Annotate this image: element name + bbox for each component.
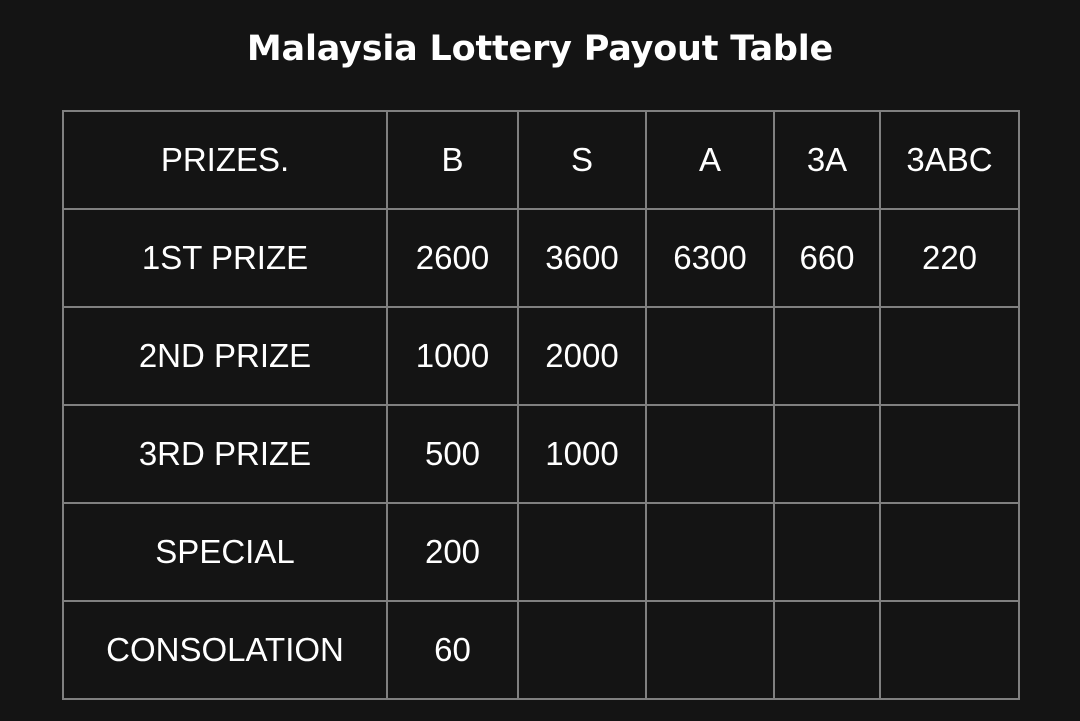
cell-b: 60 <box>386 600 519 700</box>
cell-3a: 660 <box>773 208 881 308</box>
column-header-a: A <box>645 110 775 210</box>
row-label: CONSOLATION <box>62 600 388 700</box>
cell-3abc <box>879 600 1020 700</box>
row-label: 3RD PRIZE <box>62 404 388 504</box>
cell-3abc: 220 <box>879 208 1020 308</box>
table-row: 3RD PRIZE 500 1000 <box>62 404 1020 504</box>
cell-3a <box>773 306 881 406</box>
row-label: 2ND PRIZE <box>62 306 388 406</box>
table-row: CONSOLATION 60 <box>62 600 1020 700</box>
cell-s: 3600 <box>517 208 647 308</box>
cell-a <box>645 404 775 504</box>
payout-table: PRIZES. B S A 3A 3ABC 1ST PRIZE 2600 360… <box>62 110 1020 700</box>
cell-b: 500 <box>386 404 519 504</box>
column-header-3a: 3A <box>773 110 881 210</box>
cell-3abc <box>879 306 1020 406</box>
table-row: 2ND PRIZE 1000 2000 <box>62 306 1020 406</box>
table-row: 1ST PRIZE 2600 3600 6300 660 220 <box>62 208 1020 308</box>
payout-table-container: PRIZES. B S A 3A 3ABC 1ST PRIZE 2600 360… <box>62 110 1020 700</box>
column-header-prizes: PRIZES. <box>62 110 388 210</box>
cell-3a <box>773 404 881 504</box>
cell-3a <box>773 600 881 700</box>
cell-b: 2600 <box>386 208 519 308</box>
row-label: SPECIAL <box>62 502 388 602</box>
table-header-row: PRIZES. B S A 3A 3ABC <box>62 110 1020 210</box>
cell-s: 2000 <box>517 306 647 406</box>
column-header-3abc: 3ABC <box>879 110 1020 210</box>
cell-3abc <box>879 502 1020 602</box>
cell-a <box>645 600 775 700</box>
column-header-s: S <box>517 110 647 210</box>
cell-b: 1000 <box>386 306 519 406</box>
row-label: 1ST PRIZE <box>62 208 388 308</box>
column-header-b: B <box>386 110 519 210</box>
cell-s <box>517 600 647 700</box>
cell-s: 1000 <box>517 404 647 504</box>
cell-3a <box>773 502 881 602</box>
cell-a <box>645 306 775 406</box>
cell-a: 6300 <box>645 208 775 308</box>
table-row: SPECIAL 200 <box>62 502 1020 602</box>
page-title: Malaysia Lottery Payout Table <box>246 29 834 69</box>
cell-3abc <box>879 404 1020 504</box>
cell-a <box>645 502 775 602</box>
cell-s <box>517 502 647 602</box>
cell-b: 200 <box>386 502 519 602</box>
